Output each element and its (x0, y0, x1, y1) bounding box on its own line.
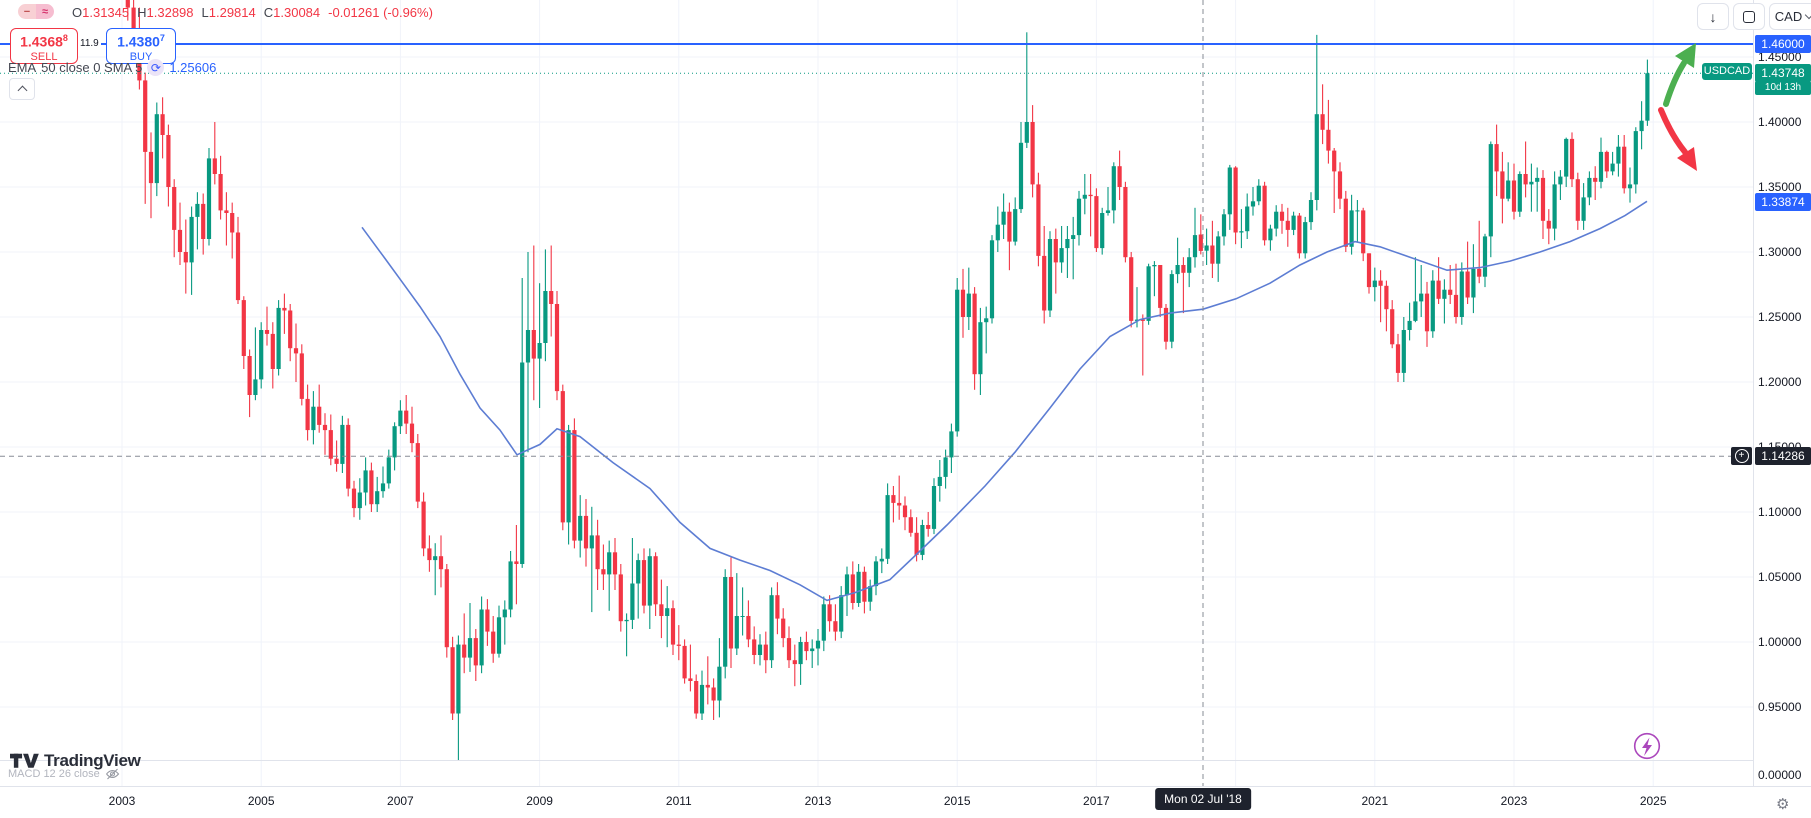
price-tick: 1.30000 (1758, 245, 1802, 259)
spread-value: 11.9 (78, 38, 101, 49)
crosshair-price-label: 1.14286 (1755, 447, 1811, 466)
price-axis[interactable]: 1.45000 1.40000 1.35000 1.30000 1.25000 1.200… (1753, 0, 1811, 817)
price-tick: 1.05000 (1758, 570, 1802, 584)
lightning-icon (1642, 737, 1652, 756)
current-price-label: 1.43748 (1755, 64, 1811, 83)
price-tick: 1.20000 (1758, 375, 1802, 389)
year-tick: 2007 (387, 794, 414, 808)
loading-spinner-icon: ⟳ (147, 59, 165, 76)
buy-label: BUY (129, 50, 153, 63)
price-tick: 1.25000 (1758, 310, 1802, 324)
scroll-to-recent-button[interactable]: ↓ (1697, 3, 1729, 30)
sell-price: 1.43688 (20, 33, 68, 50)
price-tick: 1.45000 (1758, 50, 1802, 64)
down-arrow-icon: ↓ (1709, 8, 1717, 25)
year-tick: 2023 (1500, 794, 1528, 808)
minus-toggle-icon[interactable]: − (18, 4, 36, 19)
year-tick: 2003 (108, 794, 136, 808)
macd-legend-text: MACD 12 26 close (8, 768, 100, 780)
year-tick: 2005 (247, 794, 275, 808)
year-tick: 2025 (1639, 794, 1667, 808)
year-tick: 2009 (526, 794, 553, 808)
ohlc-item: H1.32898 (137, 5, 194, 20)
chevron-up-icon (17, 85, 27, 96)
price-tick: 1.00000 (1758, 635, 1802, 649)
ohlc-item: O1.31345 (72, 5, 130, 20)
tradingview-logo-icon (10, 753, 39, 768)
eye-slash-icon[interactable] (105, 768, 120, 780)
year-tick: 2017 (1083, 794, 1110, 808)
fullscreen-button[interactable] (1733, 3, 1765, 30)
indicator-name: EMA (8, 60, 37, 75)
add-alert-plus-button[interactable]: + (1731, 447, 1752, 465)
indicator-value: 1.25606 (169, 60, 217, 75)
ohlc-values: O1.31345 H1.32898 L1.29814 C1.30084 (72, 5, 328, 20)
symbol-badge: USDCAD (1702, 63, 1752, 80)
tradingview-logo-text: TradingView (44, 751, 141, 770)
fullscreen-icon (1743, 10, 1755, 23)
red-down-arrow-head[interactable] (1677, 147, 1697, 171)
ohlc-item: C1.30084 (263, 5, 321, 20)
currency-label: CAD (1774, 9, 1803, 24)
settings-gear-icon[interactable]: ⚙ (1776, 796, 1790, 813)
price-tick: 0.95000 (1758, 700, 1802, 714)
year-tick: 2015 (943, 794, 971, 808)
green-up-arrow-head[interactable] (1675, 43, 1696, 68)
collapse-panel-button[interactable] (9, 78, 35, 100)
sell-label: SELL (30, 50, 58, 63)
pane-separator[interactable] (0, 760, 1811, 761)
year-tick: 2021 (1361, 794, 1389, 808)
price-change: -0.01261 (-0.96%) (328, 5, 433, 20)
price-tick: 1.40000 (1758, 115, 1802, 129)
buy-button[interactable]: 1.43807 BUY (106, 28, 176, 64)
plus-circle-icon: + (1734, 449, 1749, 463)
year-tick: 2011 (665, 794, 692, 808)
crosshair-time-label: Mon 02 Jul '18 (1155, 788, 1251, 810)
chart-controls: ↓ CAD (1697, 3, 1811, 30)
ema-value-label: 1.33874 (1755, 192, 1811, 211)
price-tick: 1.10000 (1758, 505, 1802, 519)
price-tick: 1.35000 (1758, 180, 1802, 194)
year-tick: 2013 (804, 794, 832, 808)
chevron-down-icon (1804, 10, 1811, 20)
time-axis[interactable]: 2003 2005 2007 2009 2011 2013 2015 2017 2021 2023… (0, 786, 1811, 818)
bar-close-countdown: 10d 13h (1755, 81, 1811, 96)
macd-legend: MACD 12 26 close (8, 768, 120, 780)
indicator-legend[interactable]: EMA 50 close 0 SMA 5 ⟳ 1.25606 (8, 59, 216, 76)
sell-button[interactable]: 1.43688 SELL (10, 28, 78, 64)
alert-price-label: 1.46000 (1755, 35, 1811, 53)
red-down-arrow[interactable] (1658, 107, 1688, 155)
approx-toggle-icon[interactable]: ≈ (36, 4, 54, 19)
ema-line[interactable] (361, 200, 1648, 602)
currency-selector[interactable]: CAD (1769, 3, 1811, 30)
legend-toggle-group: − ≈ (18, 4, 54, 19)
buy-price: 1.43807 (117, 33, 165, 50)
ohlc-legend: O1.31345 H1.32898 L1.29814 C1.30084 -0.0126… (72, 5, 433, 20)
green-up-arrow[interactable] (1663, 60, 1687, 107)
indicator-params: 50 close 0 SMA 5 (41, 60, 143, 75)
ohlc-item: L1.29814 (201, 5, 256, 20)
tradingview-logo[interactable]: TradingView (10, 751, 141, 771)
macd-zero-tick: 0.00000 (1758, 768, 1802, 782)
